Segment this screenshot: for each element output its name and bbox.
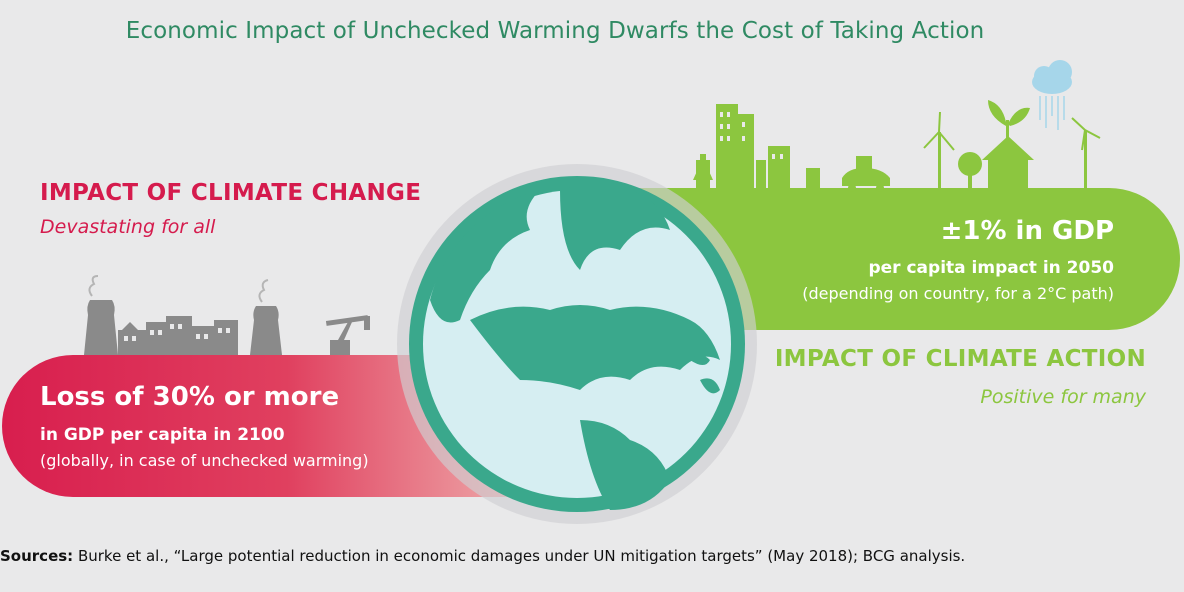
globe-icon: [397, 164, 757, 524]
sources-text: Burke et al., “Large potential reduction…: [77, 547, 966, 565]
sources-line: Sources: Burke et al., “Large potential …: [0, 547, 965, 565]
change-gdp-note: (globally, in case of unchecked warming): [40, 451, 369, 470]
change-gdp-detail: in GDP per capita in 2100: [40, 425, 285, 445]
action-gdp-stat: ±1% in GDP: [940, 216, 1114, 246]
climate-action-subheading: Positive for many: [980, 386, 1146, 408]
industry-icon: [84, 275, 370, 355]
green-city-icon: [693, 60, 1101, 192]
climate-change-subheading: Devastating for all: [40, 216, 216, 238]
sources-label: Sources:: [0, 547, 74, 565]
climate-change-heading: IMPACT OF CLIMATE CHANGE: [40, 180, 422, 206]
page-title: Economic Impact of Unchecked Warming Dwa…: [125, 18, 985, 44]
action-gdp-note: (depending on country, for a 2°C path): [802, 284, 1114, 303]
change-gdp-stat: Loss of 30% or more: [40, 382, 340, 412]
action-gdp-detail: per capita impact in 2050: [868, 258, 1114, 278]
climate-action-heading: IMPACT OF CLIMATE ACTION: [774, 346, 1146, 372]
